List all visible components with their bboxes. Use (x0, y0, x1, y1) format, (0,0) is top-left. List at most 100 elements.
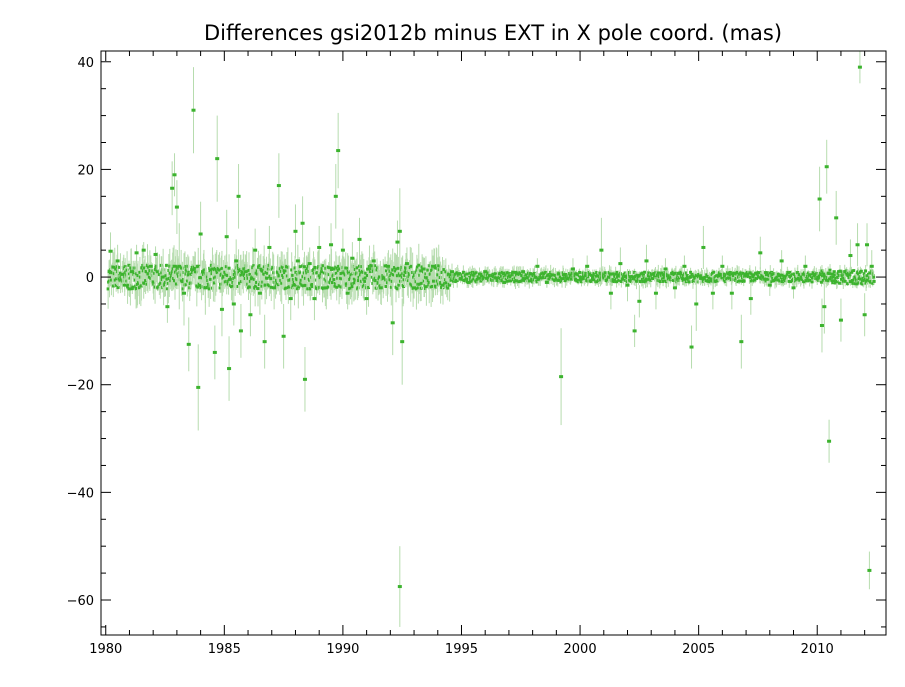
y-axis-tick-labels: 40 20 0 −20 −40 −60 (67, 56, 94, 609)
data-point (827, 439, 832, 443)
band-point (569, 273, 573, 277)
x-tick-label: 1980 (89, 642, 122, 657)
band-point (504, 277, 508, 281)
band-point (792, 279, 796, 283)
data-point (174, 205, 179, 209)
band-point (853, 282, 857, 286)
data-point (449, 270, 454, 274)
data-point (779, 259, 784, 263)
data-point (127, 287, 132, 291)
band-point (861, 282, 865, 286)
band-point (424, 285, 428, 289)
band-point (820, 274, 824, 278)
data-point (276, 184, 281, 188)
band-point (248, 272, 252, 276)
band-point (465, 272, 469, 276)
band-point (228, 277, 232, 281)
band-point (332, 278, 336, 282)
band-point (820, 269, 824, 273)
band-point (581, 271, 585, 275)
data-point (400, 340, 405, 344)
band-point (642, 273, 646, 277)
band-point (427, 280, 431, 284)
band-point (355, 266, 359, 270)
data-point (729, 291, 734, 295)
data-point (324, 286, 329, 290)
band-point (385, 269, 389, 273)
data-point (397, 229, 402, 233)
band-point (213, 281, 217, 285)
band-point (281, 273, 285, 277)
band-point (431, 284, 435, 288)
y-tick-label: 40 (77, 56, 94, 71)
band-point (586, 275, 590, 279)
band-point (827, 279, 831, 283)
band-point (742, 279, 746, 283)
band-point (470, 270, 474, 274)
band-point (399, 273, 403, 277)
data-point (191, 108, 196, 112)
band-point (872, 275, 876, 279)
band-point (706, 274, 710, 278)
band-point (699, 274, 703, 278)
x-tick-label: 1995 (445, 642, 478, 657)
data-point (632, 329, 637, 333)
band-point (442, 268, 446, 272)
band-point (174, 282, 178, 286)
band-point (806, 271, 810, 275)
band-point (739, 271, 743, 275)
error-bars (109, 51, 873, 627)
band-point (227, 266, 231, 270)
band-point (335, 285, 339, 289)
band-point (165, 287, 169, 291)
band-point (765, 271, 769, 275)
band-point (661, 279, 665, 283)
band-point (527, 279, 531, 283)
band-point (748, 275, 752, 279)
band-point (806, 277, 810, 281)
band-point (641, 279, 645, 283)
y-tick-label: −20 (67, 379, 94, 394)
band-point (828, 268, 832, 272)
band-point (736, 270, 740, 274)
band-point (330, 266, 334, 270)
data-point (838, 318, 843, 322)
band-point (836, 271, 840, 275)
data-point (148, 264, 153, 268)
band-point (622, 277, 626, 281)
data-point (248, 313, 253, 317)
band-point (302, 265, 306, 269)
band-point (835, 279, 839, 283)
band-point (333, 281, 337, 285)
band-point (233, 275, 237, 279)
band-point (689, 270, 693, 274)
band-point (236, 263, 240, 267)
data-point (345, 291, 350, 295)
band-point (709, 279, 713, 283)
band-point (106, 287, 110, 291)
band-point (373, 264, 377, 268)
band-point (750, 278, 754, 282)
band-point (183, 264, 187, 268)
band-point (364, 276, 368, 280)
data-point (701, 245, 706, 249)
band-point (414, 287, 418, 291)
data-points (108, 65, 874, 589)
band-point (394, 269, 398, 273)
band-point (519, 272, 523, 276)
data-point (300, 221, 305, 225)
band-point (363, 279, 367, 283)
band-point (633, 277, 637, 281)
band-point (658, 280, 662, 284)
band-point (409, 264, 413, 268)
data-point (710, 291, 715, 295)
band-point (828, 277, 832, 281)
x-tick-label: 2005 (682, 642, 715, 657)
data-point (153, 252, 158, 256)
data-point (115, 259, 120, 263)
data-point (243, 270, 248, 274)
data-point (234, 259, 239, 263)
band-point (846, 282, 850, 286)
band-point (310, 283, 314, 287)
